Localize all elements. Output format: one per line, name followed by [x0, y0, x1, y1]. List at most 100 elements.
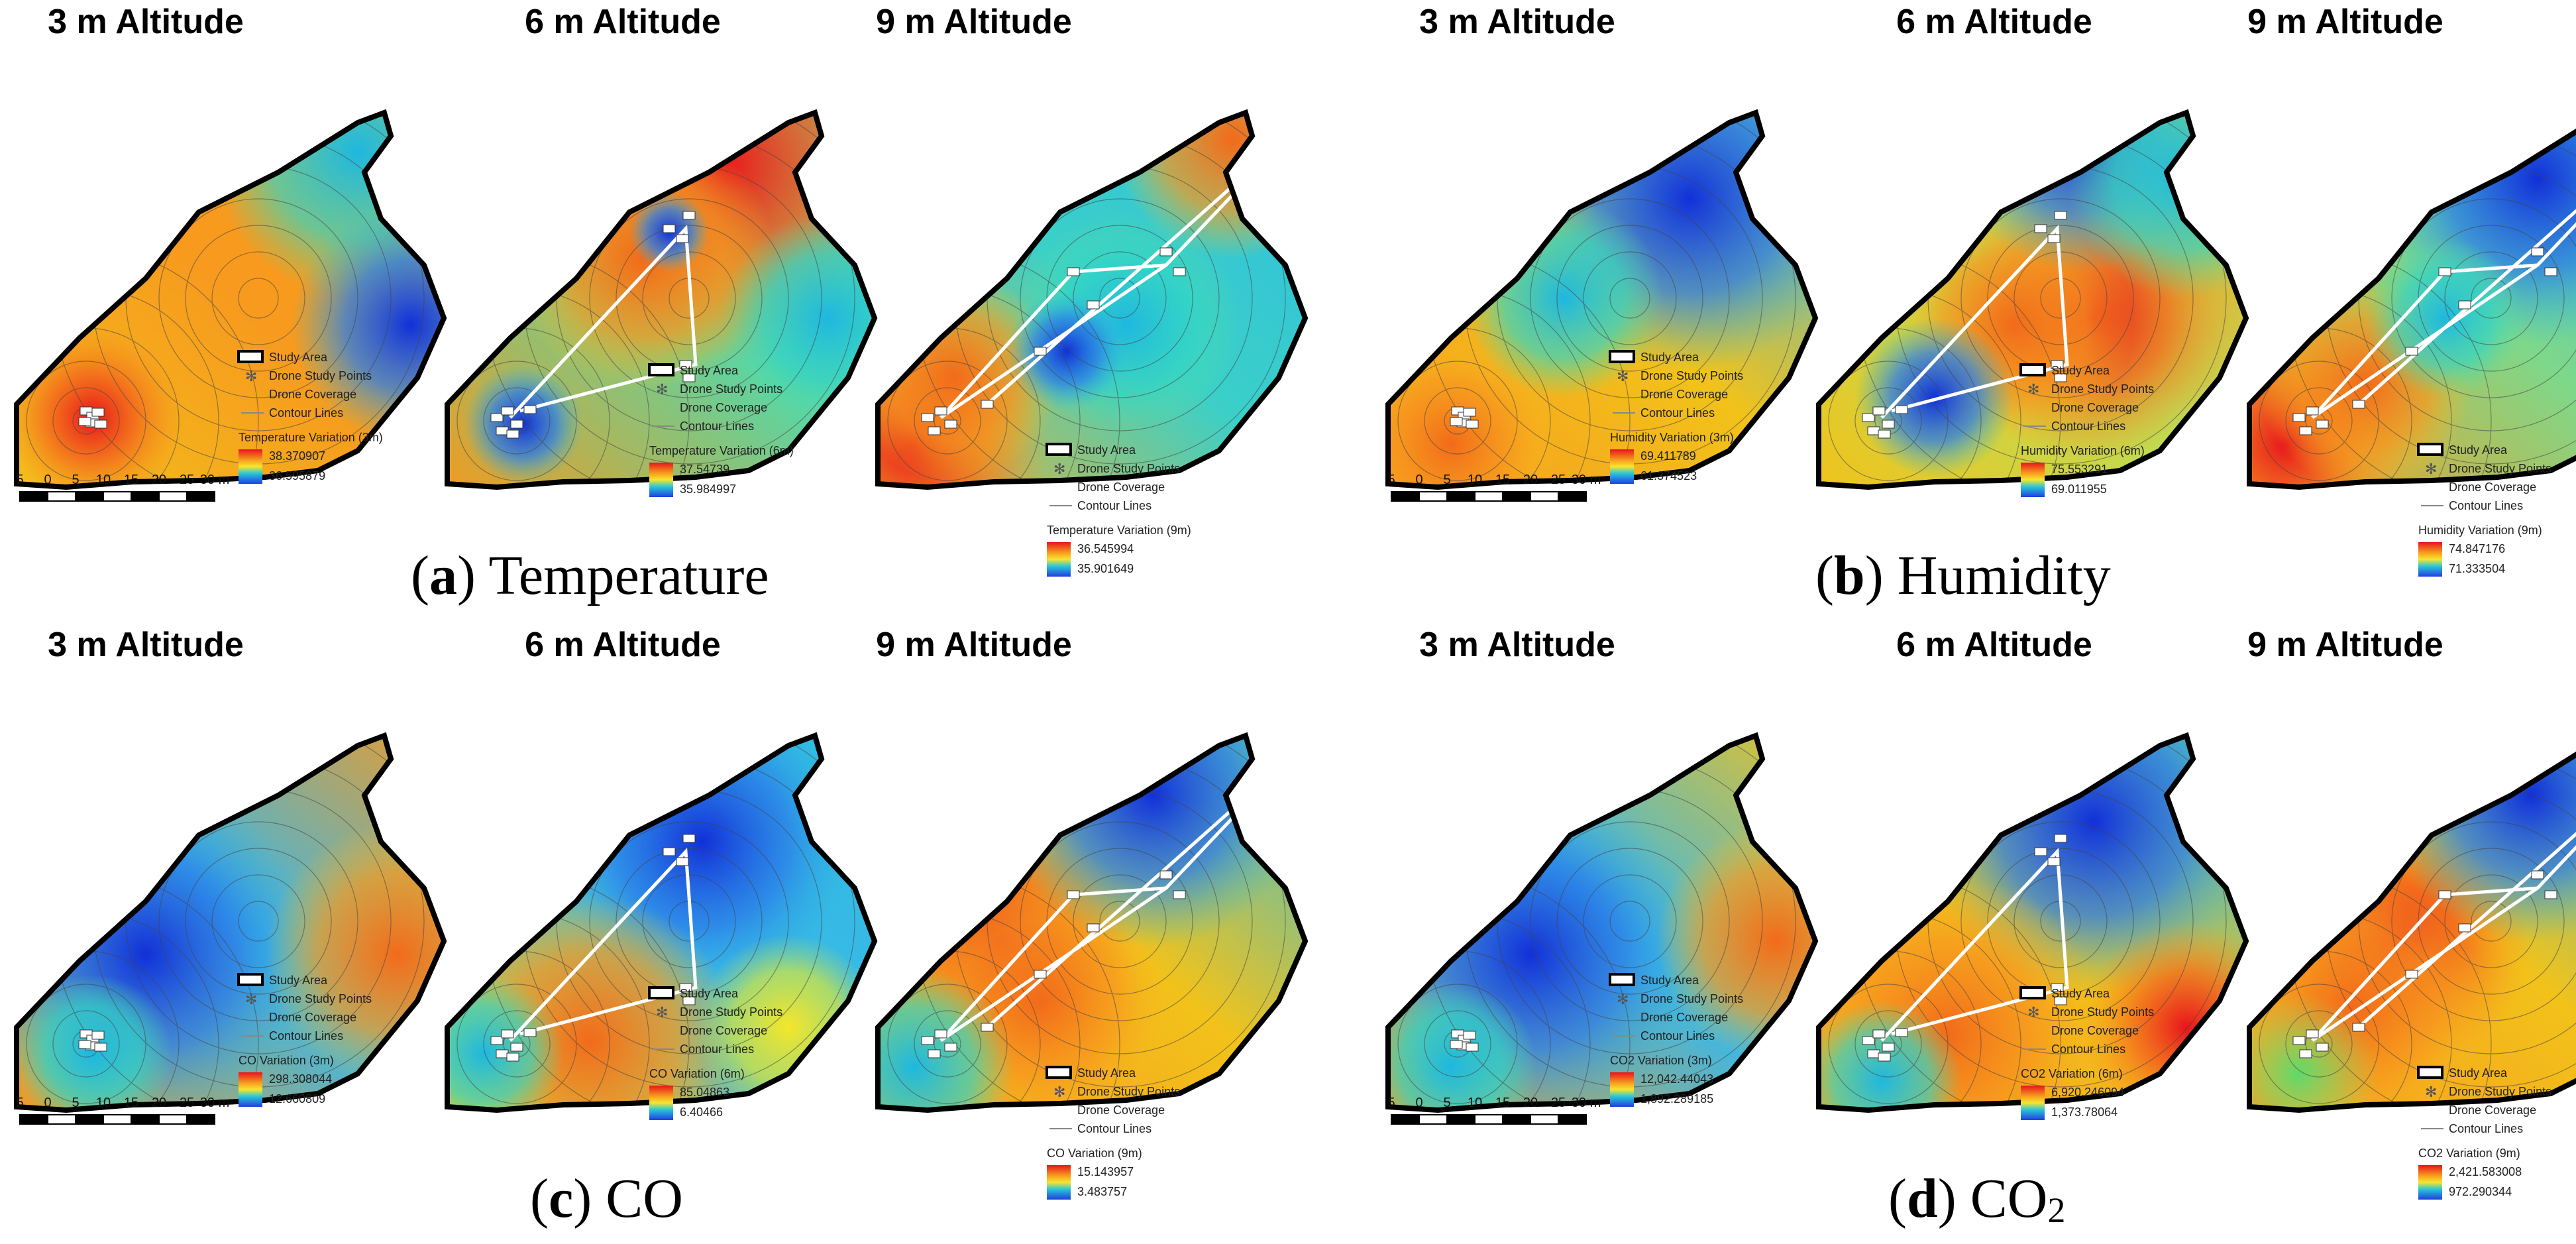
- drone-study-point: [2544, 267, 2557, 276]
- scale-segment: [1419, 1114, 1448, 1125]
- scale-tick-label: 20: [152, 1096, 166, 1110]
- scale-tick-label: 20: [152, 473, 166, 487]
- legend-min-value: 69.011955: [2051, 482, 2107, 496]
- legend-variable-title: Humidity Variation (9m): [2418, 524, 2542, 537]
- legend-variable-title: CO Variation (6m): [649, 1067, 745, 1080]
- drone-coverage-route: [509, 225, 698, 419]
- drone-study-point: [2405, 347, 2418, 356]
- drone-point-symbol-icon: ✻: [2425, 461, 2437, 477]
- drone-study-point: [2438, 890, 2451, 899]
- scale-segment: [1502, 1114, 1531, 1125]
- drone-study-point: [679, 983, 692, 992]
- drone-study-point: [1867, 1049, 1880, 1058]
- legend-min-value: 1,892.289185: [1640, 1092, 1713, 1105]
- drone-study-point: [1067, 890, 1080, 899]
- legend-variable-title: Humidity Variation (6m): [2021, 444, 2145, 457]
- map-legend: Study Area ✻ Drone Study Points Drone Cover…: [648, 363, 794, 497]
- map-panel-c-1: [0, 716, 530, 1216]
- scale-tick-label: 5: [1443, 473, 1450, 487]
- legend-variable-title: CO Variation (9m): [1047, 1147, 1142, 1160]
- legend-drone-points: Drone Study Points: [2051, 1005, 2154, 1019]
- legend-drone-points: Drone Study Points: [2449, 462, 2551, 475]
- drone-point-symbol-icon: ✻: [1053, 1084, 1065, 1100]
- scale-segment: [158, 1114, 188, 1125]
- legend-min-value: 6.40466: [680, 1105, 723, 1119]
- scale-tick-label: 10: [96, 473, 111, 487]
- scale-segment: [1446, 491, 1476, 502]
- legend-max-value: 69.411789: [1640, 449, 1696, 463]
- scale-tick-label: 25: [180, 1096, 194, 1110]
- drone-study-point: [2299, 426, 2312, 435]
- drone-study-point: [496, 426, 509, 435]
- drone-study-point: [2034, 847, 2047, 856]
- legend-drone-points: Drone Study Points: [269, 369, 372, 382]
- scale-segment: [75, 491, 104, 502]
- drone-study-point: [981, 400, 994, 409]
- legend-drone-coverage: Drone Coverage: [1640, 1011, 1728, 1024]
- legend-variable-title: CO2 Variation (6m): [2021, 1067, 2123, 1080]
- drone-coverage-route: [939, 138, 1287, 420]
- scale-tick-label: 15: [1495, 473, 1510, 487]
- scale-segment: [47, 1114, 76, 1125]
- legend-max-value: 37.54739: [680, 463, 729, 476]
- legend-contour-lines: Contour Lines: [1077, 1122, 1152, 1135]
- study-area-swatch: [2417, 443, 2443, 456]
- drone-study-point: [2531, 247, 2544, 256]
- drone-study-point: [934, 1029, 947, 1039]
- drone-point-symbol-icon: ✻: [245, 368, 257, 384]
- scale-tick-label: 30 m: [1572, 473, 1601, 487]
- legend-drone-points: Drone Study Points: [2051, 382, 2154, 396]
- drone-point-symbol-icon: ✻: [1617, 991, 1629, 1007]
- drone-study-point: [1882, 1043, 1895, 1052]
- legend-drone-coverage: Drone Coverage: [1077, 1103, 1165, 1117]
- drone-coverage-route: [2311, 138, 2576, 420]
- scale-tick-label: 5: [72, 1096, 79, 1110]
- interpolated-surface: [17, 736, 444, 1110]
- legend-min-value: 36.595879: [269, 469, 325, 482]
- color-ramp: [2418, 542, 2442, 577]
- scale-segment: [186, 491, 215, 502]
- drone-coverage-route: [2311, 761, 2576, 1043]
- study-area-swatch: [1046, 1066, 1072, 1079]
- drone-study-point: [2531, 870, 2544, 879]
- drone-point-symbol-icon: ✻: [656, 381, 668, 398]
- drone-study-point: [1265, 771, 1279, 780]
- legend-study-area: Study Area: [269, 974, 328, 987]
- map-title: 3 m Altitude: [1419, 3, 1615, 41]
- drone-study-point: [928, 1049, 941, 1058]
- scale-tick-label: 25: [1551, 1096, 1566, 1110]
- legend-contour-lines: Contour Lines: [269, 1029, 343, 1043]
- scale-segment: [1474, 491, 1503, 502]
- map-title: 3 m Altitude: [1419, 626, 1615, 664]
- legend-drone-points: Drone Study Points: [1077, 462, 1180, 475]
- color-ramp: [239, 1072, 262, 1107]
- legend-contour-lines: Contour Lines: [1640, 406, 1715, 420]
- drone-study-point: [1895, 1028, 1908, 1037]
- drone-study-point: [91, 1031, 105, 1040]
- legend-contour-lines: Contour Lines: [1077, 499, 1152, 512]
- legend-min-value: 3.483757: [1077, 1185, 1127, 1198]
- legend-variable-title: Humidity Variation (3m): [1610, 431, 1734, 444]
- drone-study-point: [490, 1036, 504, 1045]
- scale-bar: 5 0 5 10 15 20 25 30 m: [16, 473, 229, 502]
- legend-variable-title: CO2 Variation (9m): [2418, 1147, 2520, 1160]
- scale-segment: [131, 1114, 160, 1125]
- legend-drone-points: Drone Study Points: [680, 382, 782, 396]
- scale-segment: [19, 491, 48, 502]
- drone-coverage-route: [509, 848, 698, 1042]
- legend-max-value: 38.370907: [269, 449, 325, 463]
- map-title: 9 m Altitude: [2247, 3, 2443, 41]
- scale-segment: [75, 1114, 104, 1125]
- study-area-swatch: [2417, 1066, 2443, 1079]
- drone-study-point: [523, 405, 537, 414]
- study-area-swatch: [648, 986, 674, 999]
- scale-tick-label: 0: [44, 473, 51, 487]
- drone-study-point: [2306, 406, 2319, 416]
- study-area-swatch: [648, 363, 674, 376]
- drone-study-point: [1862, 413, 1875, 422]
- color-ramp: [649, 463, 673, 497]
- legend-study-area: Study Area: [2449, 443, 2508, 457]
- drone-study-point: [510, 420, 523, 429]
- scale-tick-label: 30 m: [200, 1096, 229, 1110]
- drone-study-point: [523, 1028, 537, 1037]
